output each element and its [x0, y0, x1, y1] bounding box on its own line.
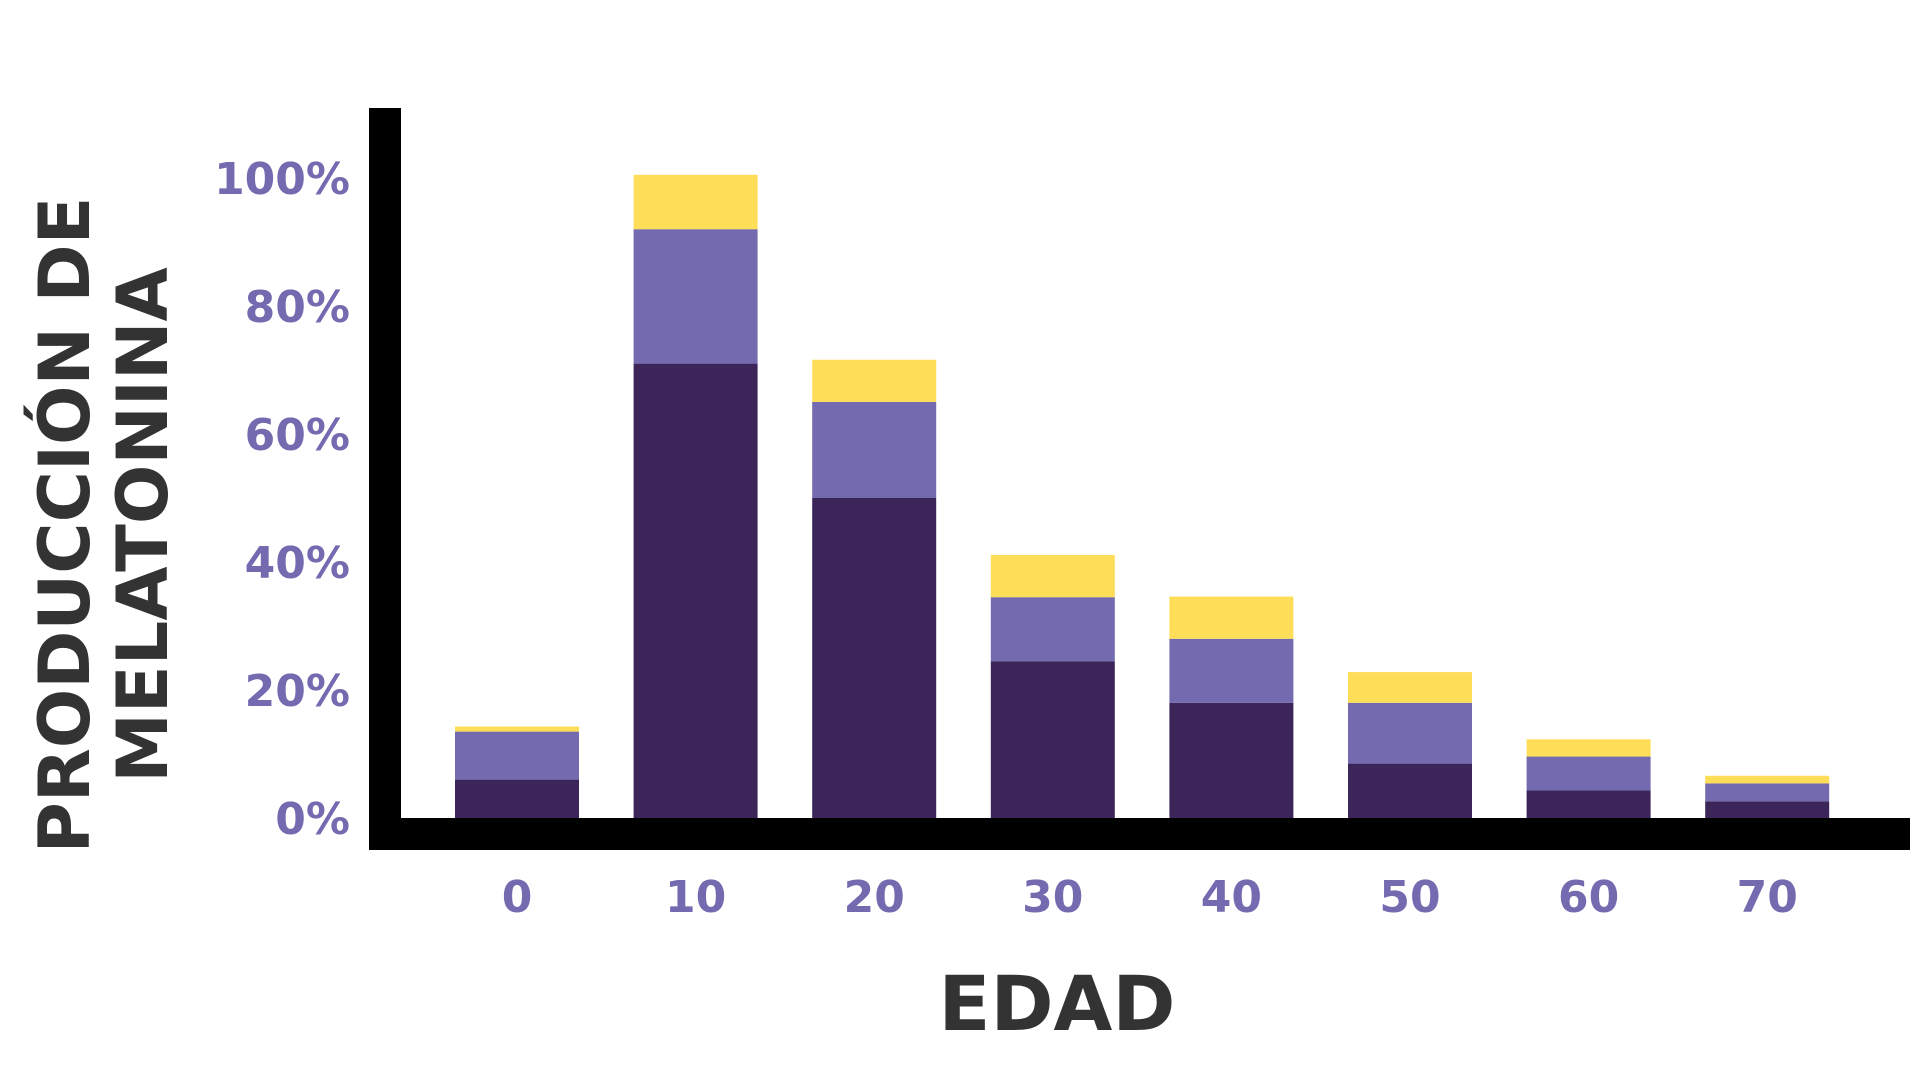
bar-segment-50-1 [1348, 702, 1472, 764]
x-axis-title: EDAD [939, 959, 1176, 1048]
y-tick-label: 0% [275, 794, 350, 845]
bar-segment-30-0 [990, 661, 1115, 818]
y-axis-title: PRODUCCIÓN DE MELATONINA [24, 197, 184, 854]
y-tick-label: 20% [245, 666, 350, 717]
bar-segment-10-2 [633, 174, 758, 230]
bar-segment-40-1 [1169, 638, 1294, 703]
y-tick-label: 60% [245, 410, 350, 461]
y-tick-label: 40% [245, 538, 350, 589]
y-axis-line [369, 108, 401, 850]
bar-segment-20-2 [812, 359, 937, 402]
y-axis-title-line-1: PRODUCCIÓN DE [24, 197, 106, 854]
x-tick-label: 10 [665, 872, 726, 923]
x-tick-label: 50 [1379, 872, 1440, 923]
x-tick-labels: 0 10 20 30 40 50 60 70 [502, 872, 1798, 923]
bar-segment-0-1 [455, 731, 579, 780]
bar-segment-40-0 [1169, 702, 1294, 818]
x-tick-label: 40 [1201, 872, 1262, 923]
bars-layer [455, 174, 1830, 818]
bar-segment-50-2 [1348, 672, 1472, 703]
bar-segment-60-2 [1526, 739, 1651, 757]
bar-segment-70-2 [1705, 775, 1830, 784]
bar-segment-0-2 [455, 726, 579, 732]
bar-segment-0-0 [455, 779, 579, 818]
x-tick-label: 20 [844, 872, 905, 923]
y-axis-title-line-2: MELATONINA [102, 267, 184, 782]
bar-segment-20-0 [812, 498, 937, 818]
bar-segment-40-2 [1169, 596, 1294, 639]
bar-segment-60-1 [1526, 756, 1651, 791]
bar-segment-20-1 [812, 402, 937, 498]
bar-segment-10-0 [633, 363, 758, 818]
y-tick-label: 80% [245, 282, 350, 333]
x-tick-label: 60 [1558, 872, 1619, 923]
bar-segment-70-0 [1705, 801, 1830, 818]
bar-segment-30-1 [990, 597, 1115, 662]
x-tick-label: 0 [502, 872, 533, 923]
y-tick-label: 100% [214, 154, 350, 205]
x-axis-line [369, 818, 1910, 850]
y-tick-labels: 0% 20% 40% 60% 80% 100% [214, 154, 350, 845]
bar-segment-70-1 [1705, 783, 1830, 802]
bar-segment-30-2 [990, 554, 1115, 598]
bar-segment-60-0 [1526, 790, 1651, 818]
x-tick-label: 70 [1737, 872, 1798, 923]
bar-segment-50-0 [1348, 763, 1472, 818]
bar-segment-10-1 [633, 229, 758, 364]
x-tick-label: 30 [1022, 872, 1083, 923]
